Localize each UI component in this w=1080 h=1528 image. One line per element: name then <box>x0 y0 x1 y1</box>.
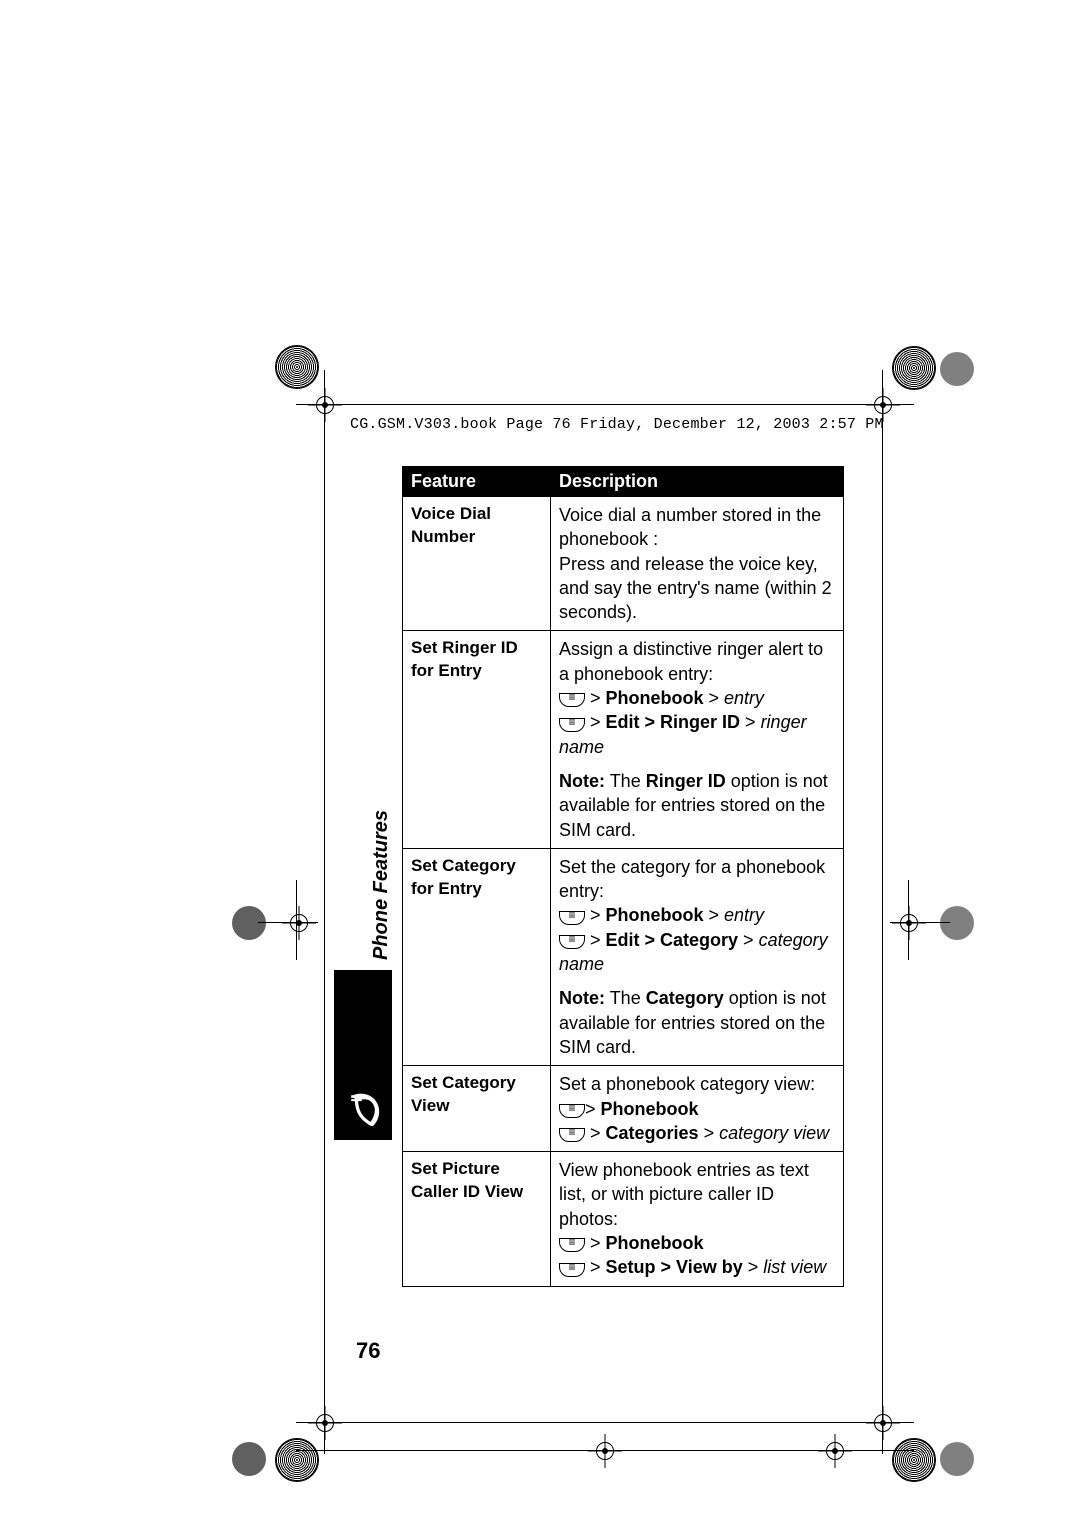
description-cell: Voice dial a number stored in the phoneb… <box>551 497 844 631</box>
desc-text: Set the category for a phonebook entry: <box>559 857 825 901</box>
registration-solid-icon <box>232 1442 266 1476</box>
menu-key-icon <box>559 693 585 707</box>
section-label: Phone Features <box>370 810 393 960</box>
menu-key-icon <box>559 718 585 732</box>
nav-param: list view <box>763 1257 826 1277</box>
trim-line <box>882 370 883 1454</box>
registration-mark-icon <box>892 1438 936 1482</box>
crop-mark-icon <box>818 1434 852 1468</box>
nav-path: Edit > Category <box>606 930 739 950</box>
col-description: Description <box>551 467 844 497</box>
trim-line <box>890 922 950 923</box>
crop-mark-icon <box>588 1434 622 1468</box>
registration-mark-icon <box>892 346 936 390</box>
note-bold: Category <box>646 988 724 1008</box>
table-header-row: Feature Description <box>403 467 844 497</box>
note-bold: Ringer ID <box>646 771 726 791</box>
feature-cell: Set Category View <box>403 1066 551 1152</box>
menu-key-icon <box>559 1128 585 1142</box>
description-cell: Set the category for a phonebook entry: … <box>551 848 844 1065</box>
desc-text: Set a phonebook category view: <box>559 1074 815 1094</box>
nav-path: Setup > View by <box>606 1257 743 1277</box>
menu-key-icon <box>559 1238 585 1252</box>
trim-line <box>908 880 909 960</box>
menu-key-icon <box>559 911 585 925</box>
desc-text: View phonebook entries as text list, or … <box>559 1160 809 1229</box>
menu-key-icon <box>559 1263 585 1277</box>
note-label: Note: <box>559 988 605 1008</box>
table-row: Set Ringer ID for Entry Assign a distinc… <box>403 631 844 848</box>
nav-path: Edit > Ringer ID <box>606 712 741 732</box>
side-tab <box>334 970 392 1140</box>
trim-line <box>296 404 914 405</box>
feature-cell: Set Ringer ID for Entry <box>403 631 551 848</box>
page-number: 76 <box>356 1338 380 1364</box>
nav-path: Phonebook <box>606 688 704 708</box>
note-label: Note: <box>559 771 605 791</box>
menu-key-icon <box>559 1104 585 1118</box>
desc-text: Voice dial a number stored in the phoneb… <box>559 505 821 549</box>
crop-mark-icon <box>866 1406 900 1440</box>
description-cell: Set a phonebook category view: > Phonebo… <box>551 1066 844 1152</box>
trim-line <box>296 880 297 960</box>
feature-table: Feature Description Voice Dial Number Vo… <box>402 466 844 1287</box>
registration-mark-icon <box>275 1438 319 1482</box>
nav-path: Phonebook <box>601 1099 699 1119</box>
feature-cell: Set Category for Entry <box>403 848 551 1065</box>
table-row: Voice Dial Number Voice dial a number st… <box>403 497 844 631</box>
registration-mark-icon <box>275 345 319 389</box>
crop-mark-icon <box>308 388 342 422</box>
note-text: The <box>610 988 646 1008</box>
trim-line <box>324 370 325 1454</box>
crop-mark-icon <box>282 906 316 940</box>
table-row: Set Category for Entry Set the category … <box>403 848 844 1065</box>
description-cell: Assign a distinctive ringer alert to a p… <box>551 631 844 848</box>
crop-mark-icon <box>308 1406 342 1440</box>
menu-key-icon <box>559 935 585 949</box>
registration-solid-icon <box>940 352 974 386</box>
trim-line <box>296 1450 914 1451</box>
desc-text: Press and release the voice key, and say… <box>559 554 832 623</box>
running-head: CG.GSM.V303.book Page 76 Friday, Decembe… <box>350 416 884 433</box>
trim-line <box>296 1422 914 1423</box>
desc-text: Assign a distinctive ringer alert to a p… <box>559 639 823 683</box>
note-text: The <box>610 771 646 791</box>
registration-solid-icon <box>940 1442 974 1476</box>
description-cell: View phonebook entries as text list, or … <box>551 1152 844 1286</box>
nav-param: entry <box>724 905 764 925</box>
nav-path: Categories <box>606 1123 699 1143</box>
table-row: Set Category View Set a phonebook catego… <box>403 1066 844 1152</box>
registration-solid-icon <box>232 906 266 940</box>
phone-icon <box>342 1086 384 1128</box>
nav-param: category view <box>719 1123 829 1143</box>
nav-path: Phonebook <box>606 905 704 925</box>
col-feature: Feature <box>403 467 551 497</box>
feature-cell: Voice Dial Number <box>403 497 551 631</box>
crop-mark-icon <box>892 906 926 940</box>
feature-cell: Set Picture Caller ID View <box>403 1152 551 1286</box>
nav-param: entry <box>724 688 764 708</box>
table-row: Set Picture Caller ID View View phoneboo… <box>403 1152 844 1286</box>
trim-line <box>258 922 318 923</box>
registration-solid-icon <box>940 906 974 940</box>
nav-path: Phonebook <box>606 1233 704 1253</box>
